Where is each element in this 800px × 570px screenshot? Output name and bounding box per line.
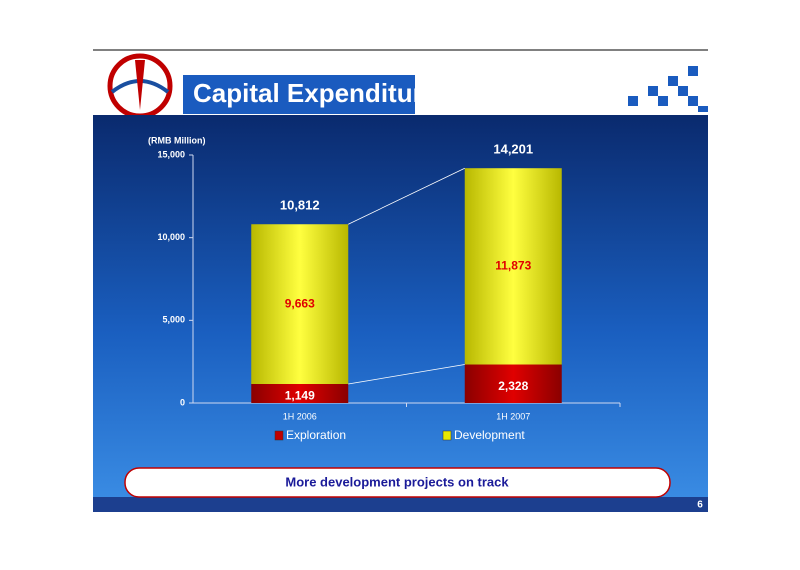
slide-title: Capital Expenditure <box>193 78 437 108</box>
bar-segment <box>464 364 562 403</box>
total-label: 10,812 <box>280 198 320 213</box>
y-tick-label: 5,000 <box>162 315 185 325</box>
chart-background <box>93 115 708 512</box>
y-tick-label: 10,000 <box>157 232 185 242</box>
connector <box>348 364 465 385</box>
note-box <box>124 467 671 498</box>
page-number: 6 <box>697 500 703 511</box>
total-label: 14,201 <box>493 142 533 157</box>
y-tick-label: 0 <box>180 397 185 407</box>
bar-segment <box>464 168 562 365</box>
value-label: 9,663 <box>285 296 315 310</box>
bar-segment <box>251 384 349 403</box>
note-text: More development projects on track <box>285 474 509 489</box>
value-label: 11,873 <box>495 259 531 273</box>
x-tick-label: 1H 2006 <box>283 411 317 421</box>
y-tick-label: 15,000 <box>157 149 185 159</box>
legend-label: Exploration <box>286 428 346 442</box>
bar-segment <box>251 224 349 385</box>
value-label: 1,149 <box>285 389 315 403</box>
footer-strip <box>93 497 708 512</box>
y-axis-label: (RMB Million) <box>148 135 206 145</box>
legend-label: Development <box>454 428 525 442</box>
connector <box>348 167 465 225</box>
logo <box>107 53 173 119</box>
checker-pattern <box>628 66 708 112</box>
title-banner <box>183 75 415 114</box>
legend-swatch <box>274 430 284 441</box>
value-label: 2,328 <box>498 379 528 393</box>
legend-swatch <box>442 430 452 441</box>
x-tick-label: 1H 2007 <box>496 411 530 421</box>
